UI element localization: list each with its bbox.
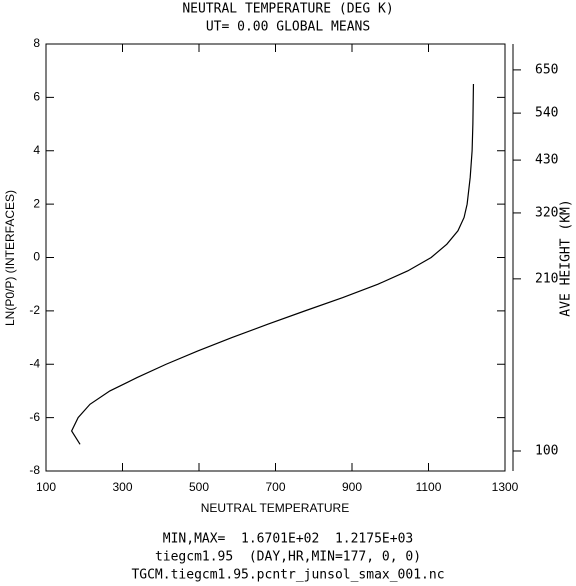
x-tick-label: 1300 [492, 480, 519, 494]
footer-line: TGCM.tiegcm1.95.pcntr_junsol_smax_001.nc [131, 568, 444, 583]
data-line [70, 84, 475, 445]
y2-axis-label: AVE HEIGHT (KM) [559, 199, 574, 316]
x-tick-label: 500 [189, 480, 209, 494]
y-tick-label: 0 [33, 250, 40, 264]
y-tick-label: -2 [29, 303, 40, 317]
footer-line: MIN,MAX= 1.6701E+02 1.2175E+03 [163, 532, 413, 547]
x-tick-label: 300 [112, 480, 132, 494]
y-tick-label: 6 [33, 90, 40, 104]
y-tick-label: 8 [33, 36, 40, 50]
y2-tick-label: 430 [535, 153, 558, 168]
x-axis-label: NEUTRAL TEMPERATURE [201, 501, 349, 515]
y-tick-label: 4 [33, 143, 40, 157]
y2-tick-label: 210 [535, 271, 558, 286]
y-axis-label: LN(P0/P) (INTERFACES) [3, 190, 17, 326]
footer-line: tiegcm1.95 (DAY,HR,MIN=177, 0, 0) [155, 550, 421, 565]
y2-tick-label: 100 [535, 443, 558, 458]
y-tick-label: -8 [29, 463, 40, 477]
chart-title: NEUTRAL TEMPERATURE (DEG K) [182, 2, 393, 17]
y-tick-label: -6 [29, 410, 40, 424]
x-tick-label: 100 [36, 480, 56, 494]
x-tick-label: 700 [265, 480, 285, 494]
y2-tick-label: 540 [535, 106, 558, 121]
x-tick-label: 1100 [416, 480, 442, 494]
y2-tick-label: 320 [535, 205, 558, 220]
y-tick-label: 2 [33, 196, 40, 210]
plot-frame [45, 43, 506, 472]
chart-subtitle: UT= 0.00 GLOBAL MEANS [206, 20, 370, 35]
y2-tick-label: 650 [535, 62, 558, 77]
x-tick-label: 900 [342, 480, 362, 494]
y-tick-label: -4 [29, 356, 40, 370]
